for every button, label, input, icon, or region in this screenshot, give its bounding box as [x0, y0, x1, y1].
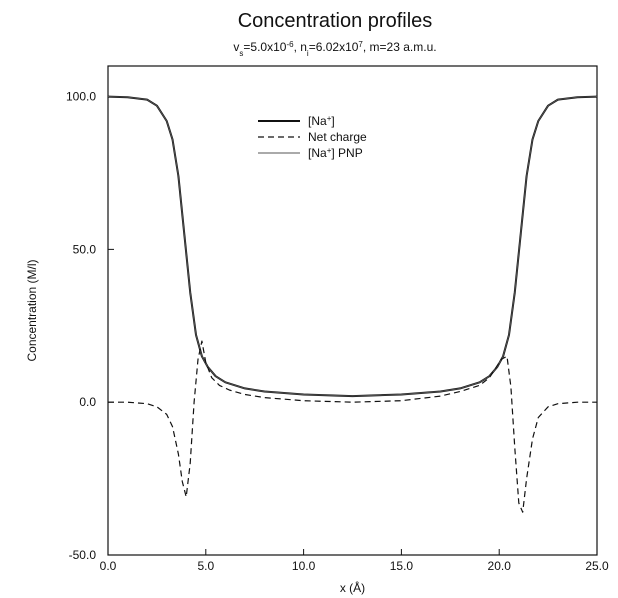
plot-frame [107, 65, 598, 556]
x-axis-ticks: 0.0 5.0 10.0 15.0 20.0 25.0 [100, 549, 609, 573]
series-line-pnp [107, 96, 598, 397]
y-tick-label: 0.0 [79, 395, 96, 409]
legend: [Na+]Net charge [Na+] PNP [258, 114, 367, 161]
x-axis-label: x (Å) [340, 580, 365, 595]
x-tick-label: 10.0 [292, 559, 316, 573]
y-tick-label: 50.0 [73, 242, 97, 256]
x-tick-label: 15.0 [390, 559, 414, 573]
chart-subtitle: vs=5.0x10-6, ni=6.02x107, m=23 a.m.u. [233, 40, 436, 58]
x-tick-label: 5.0 [197, 559, 214, 573]
chart-title: Concentration profiles [238, 10, 433, 32]
legend-label-na: [Na+] [308, 114, 335, 129]
y-axis-label: Concentration (M/l) [25, 259, 39, 361]
series-layer [107, 95, 598, 513]
x-tick-label: 25.0 [585, 559, 609, 573]
legend-label-net: Net charge [308, 130, 367, 144]
y-axis-ticks: -50.0 0.0 50.0 100.0 [66, 90, 114, 562]
legend-label-pnp: [Na+] PNP [308, 146, 363, 161]
y-tick-label: -50.0 [69, 548, 97, 562]
series-line-net [108, 340, 597, 513]
y-tick-label: 100.0 [66, 90, 96, 104]
x-tick-label: 20.0 [488, 559, 512, 573]
x-tick-label: 0.0 [100, 559, 117, 573]
